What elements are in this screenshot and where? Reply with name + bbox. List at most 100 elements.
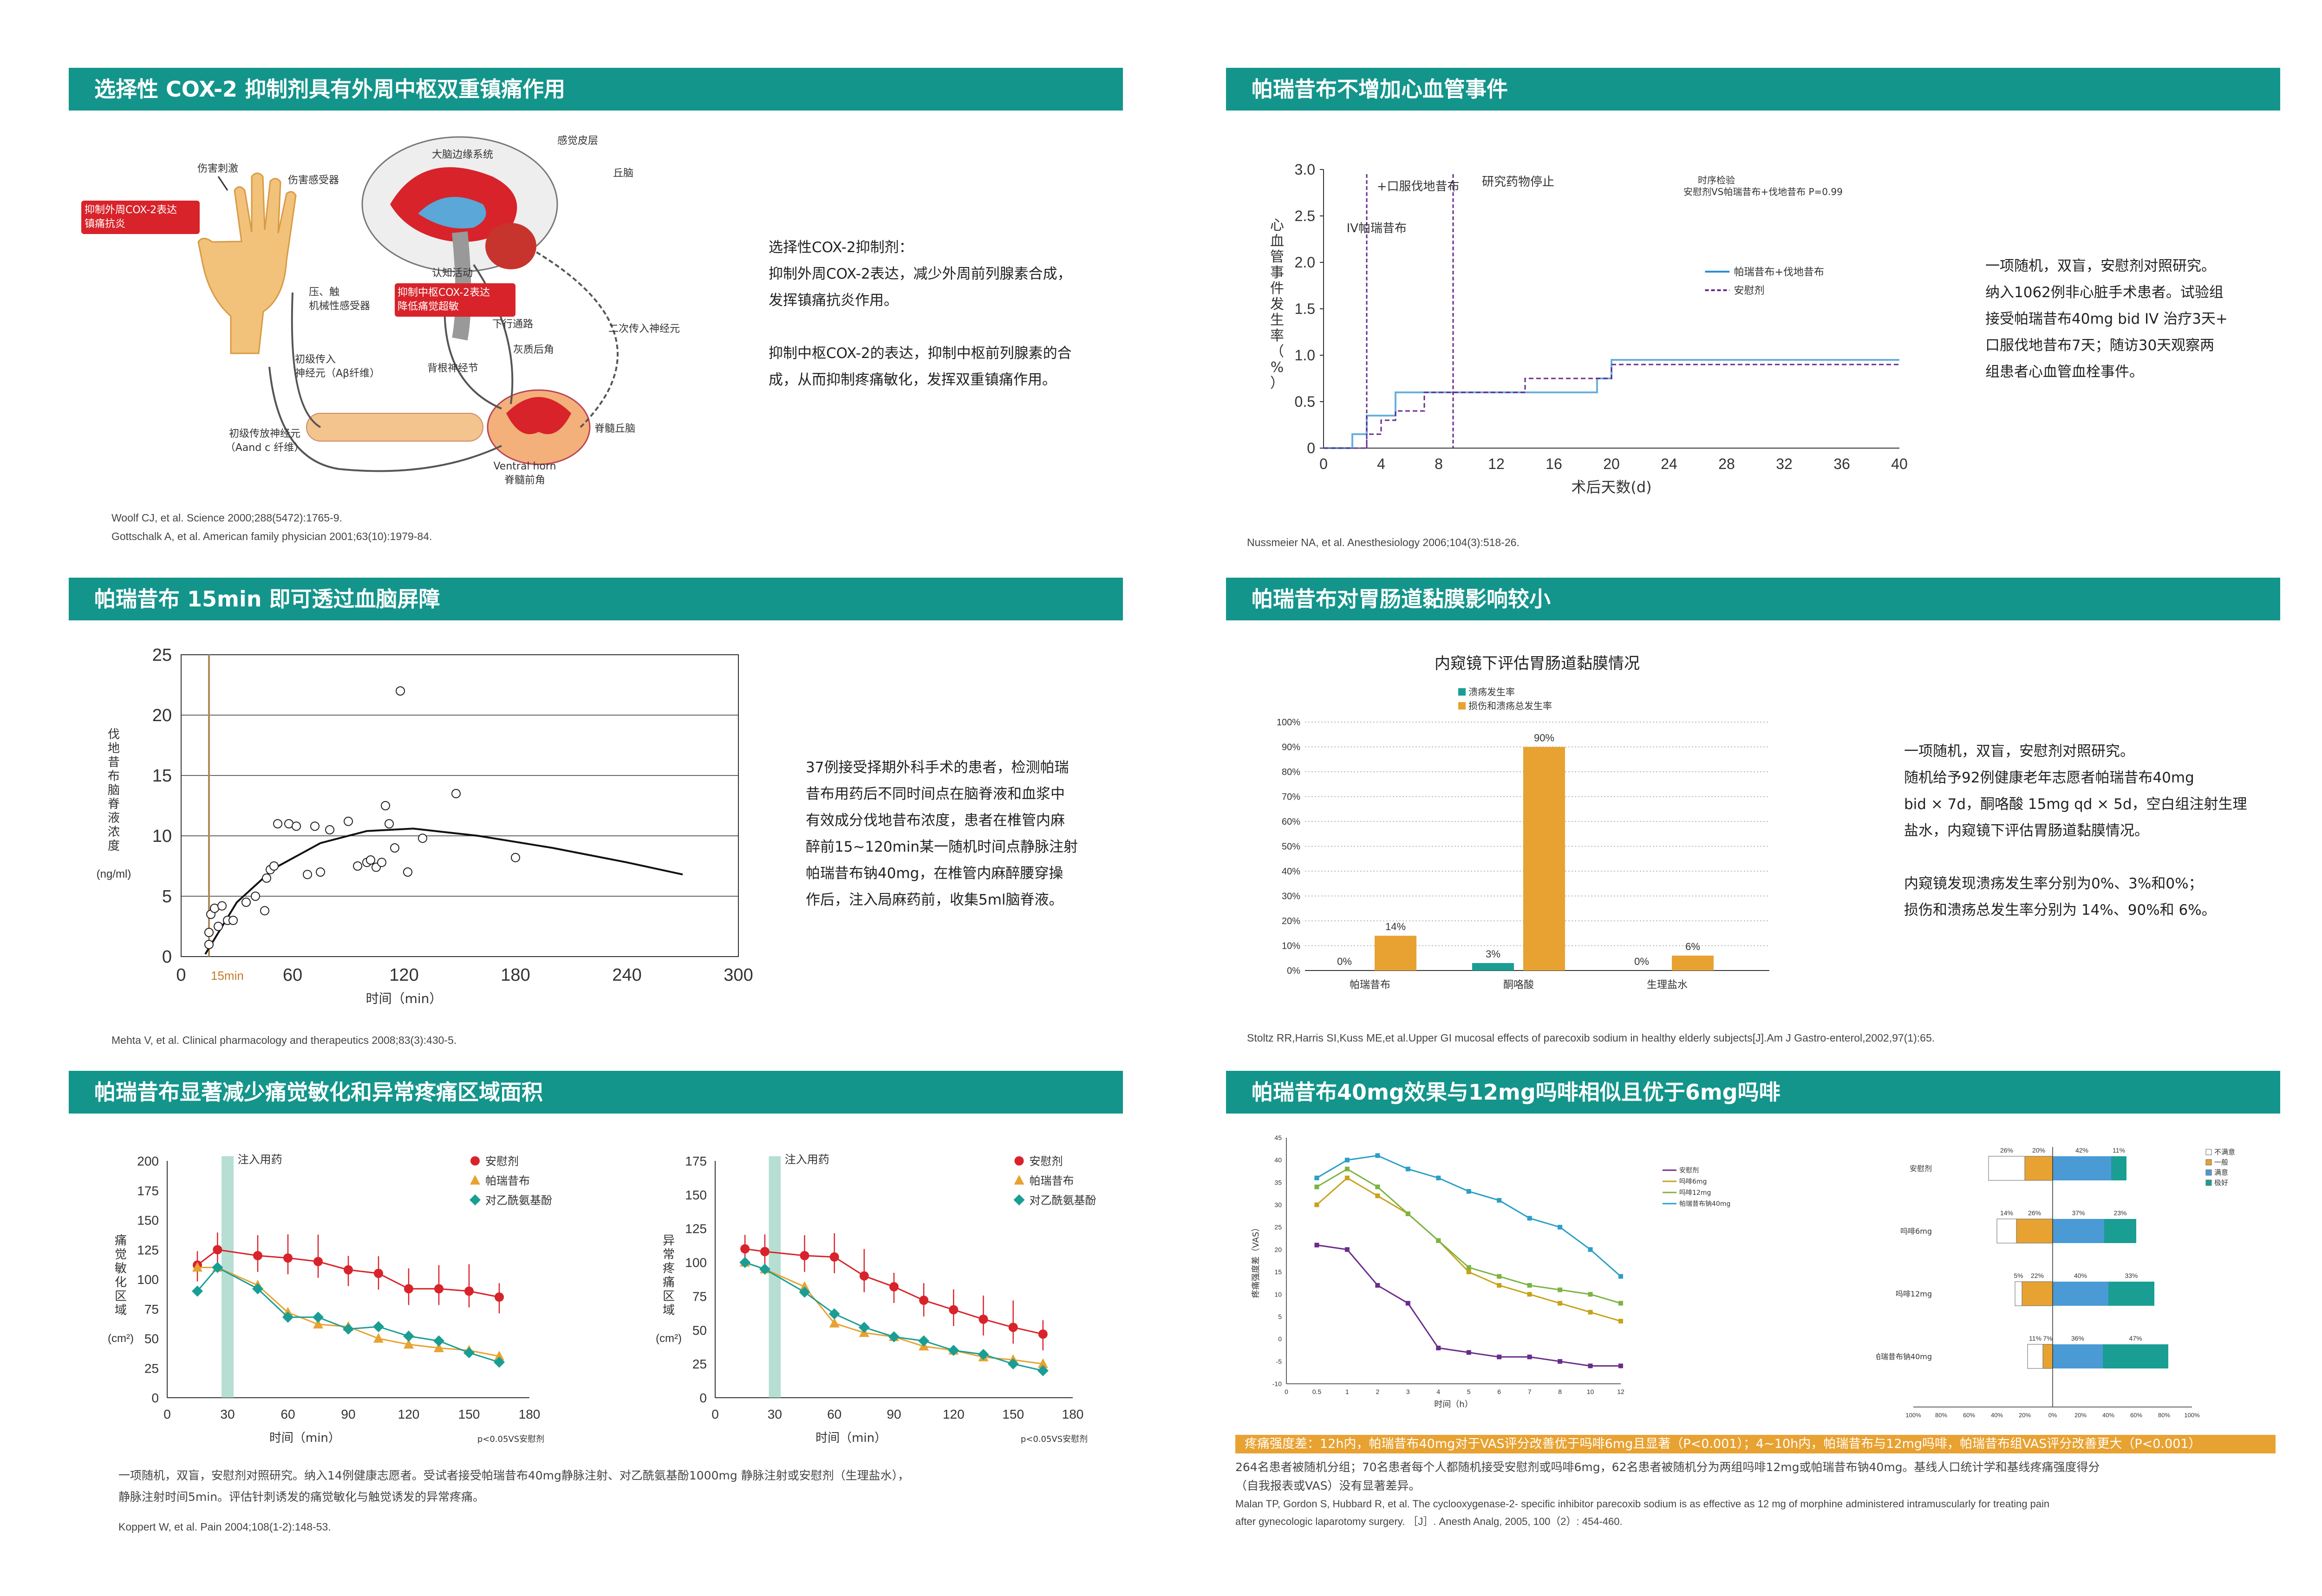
data-label: 5% bbox=[2014, 1272, 2023, 1279]
y-axis-label-char: 痛 bbox=[663, 1276, 675, 1290]
data-label: 11% bbox=[2029, 1335, 2042, 1342]
y-axis-label-char: 地 bbox=[108, 742, 120, 756]
y-axis-label-char: 区 bbox=[115, 1290, 127, 1303]
series-line bbox=[1316, 1154, 1621, 1277]
data-label: 6% bbox=[1685, 941, 1700, 952]
data-point bbox=[316, 867, 325, 877]
x-tick-label: 90 bbox=[341, 1407, 355, 1421]
section-text: 264名患者被随机分组；70名患者每个人都随机接受安慰剂或吗啡6mg，62名患者… bbox=[1235, 1460, 2100, 1492]
peripheral-action-box bbox=[81, 201, 200, 234]
y-tick-label: 0 bbox=[1278, 1335, 1282, 1343]
bar-segment bbox=[2103, 1344, 2168, 1368]
data-point bbox=[859, 1271, 869, 1281]
y-axis-label-char: 件 bbox=[1270, 280, 1284, 297]
y-tick-label: 15 bbox=[1274, 1268, 1282, 1276]
x-tick-label: 40% bbox=[2102, 1412, 2114, 1419]
y-axis-label-char: 域 bbox=[663, 1303, 675, 1317]
data-point bbox=[260, 906, 269, 916]
bar-segment bbox=[2053, 1219, 2104, 1243]
y-tick-label: 20 bbox=[1274, 1246, 1282, 1253]
data-point bbox=[313, 1318, 323, 1329]
x-tick-label: 120 bbox=[389, 965, 418, 985]
data-point bbox=[1375, 1153, 1380, 1158]
data-point bbox=[212, 1262, 223, 1273]
y-axis-label-char: % bbox=[1271, 359, 1284, 376]
legend-label: 安慰剂 bbox=[485, 1155, 519, 1168]
y-tick-label: 25 bbox=[152, 645, 172, 665]
y-tick-label: 35 bbox=[1274, 1179, 1282, 1186]
data-label: 14% bbox=[1385, 921, 1406, 932]
y-axis-label-char: 度 bbox=[108, 839, 120, 853]
section-text: 选择性COX-2抑制剂： 抑制外周COX-2表达，减少外周前列腺素合成， 发挥镇… bbox=[769, 239, 1072, 388]
data-point bbox=[374, 1269, 383, 1278]
y-tick-label: 30 bbox=[1274, 1201, 1282, 1209]
label-descending: 下行通路 bbox=[492, 319, 533, 330]
pain-pathway-diagram: 伤害刺激 伤害感受器 大脑边缘系统 感觉皮层 丘脑 认知活动 下行通路 二次传入… bbox=[81, 135, 680, 486]
x-tick-label: 240 bbox=[612, 965, 641, 985]
data-point bbox=[313, 1257, 323, 1266]
label-nociceptor: 伤害感受器 bbox=[288, 175, 339, 186]
x-tick-label: 24 bbox=[1661, 456, 1677, 472]
legend-marker bbox=[470, 1175, 480, 1185]
significance-note: p<0.05VS安慰剂 bbox=[1021, 1434, 1088, 1444]
y-tick-label: 75 bbox=[144, 1302, 159, 1316]
legend-marker bbox=[470, 1194, 481, 1205]
y-tick-label: 10 bbox=[152, 827, 172, 846]
data-point bbox=[373, 1321, 384, 1332]
legend-label: 对乙酰氨基酚 bbox=[485, 1194, 552, 1207]
label-drg: 背根神经节 bbox=[427, 363, 478, 374]
y-tick-label: 150 bbox=[685, 1188, 707, 1202]
section-header: 帕瑞昔布显著减少痛觉敏化和异常疼痛区域面积 bbox=[69, 1071, 1123, 1114]
x-tick-label: 150 bbox=[1002, 1407, 1024, 1421]
data-label: 14% bbox=[2000, 1209, 2013, 1217]
y-axis-label-char: 浓 bbox=[108, 825, 120, 839]
reference: Nussmeier NA, et al. Anesthesiology 2006… bbox=[1247, 536, 1520, 548]
label-pressure: 压、触 机械性感受器 bbox=[309, 287, 371, 312]
legend-swatch bbox=[2205, 1179, 2212, 1186]
bar-segment bbox=[2108, 1282, 2154, 1306]
y-tick-label: 200 bbox=[137, 1154, 159, 1168]
data-point bbox=[1314, 1185, 1319, 1189]
y-axis-label-char: 常 bbox=[663, 1248, 675, 1262]
section-text: 一项随机，双盲，安慰剂对照研究。 纳入1062例非心脏手术患者。试验组 接受帕瑞… bbox=[1985, 258, 2228, 380]
data-label: 0% bbox=[1634, 956, 1649, 967]
y-tick-label: 1.5 bbox=[1295, 300, 1315, 317]
data-point bbox=[1558, 1287, 1563, 1292]
data-point bbox=[1007, 1358, 1019, 1370]
y-tick-label: 125 bbox=[137, 1243, 159, 1257]
data-point bbox=[760, 1247, 770, 1257]
category-label: 安慰剂 bbox=[1910, 1164, 1932, 1173]
y-tick-label: 0% bbox=[1287, 966, 1300, 976]
data-point bbox=[1588, 1247, 1593, 1252]
category-label: 帕瑞昔布钠40mg bbox=[1876, 1352, 1932, 1361]
y-axis-label-char: 生 bbox=[1270, 312, 1284, 328]
x-tick-label: 40% bbox=[1991, 1412, 2003, 1419]
y-axis-label-char: 脊 bbox=[108, 797, 120, 811]
bar-segment bbox=[2053, 1344, 2103, 1368]
section-text: 一项随机，双盲，安慰剂对照研究。 随机给予92例健康老年志愿者帕瑞昔布40mg … bbox=[1904, 743, 2247, 919]
y-tick-label: 45 bbox=[1274, 1134, 1282, 1141]
x-axis-label: 时间（h） bbox=[1434, 1400, 1473, 1409]
central-action-box bbox=[395, 283, 515, 317]
data-point bbox=[1375, 1283, 1380, 1288]
x-axis-label: 时间（min） bbox=[269, 1431, 340, 1445]
y-axis-label-char: 痛 bbox=[115, 1234, 127, 1248]
data-point bbox=[949, 1305, 959, 1315]
y-axis-label-char: 化 bbox=[115, 1276, 127, 1290]
y-axis-label-char: 区 bbox=[663, 1290, 675, 1303]
label-thalamus: 丘脑 bbox=[613, 168, 633, 179]
bar-segment bbox=[2016, 1218, 2053, 1244]
data-point bbox=[381, 801, 390, 810]
x-tick-label: 80% bbox=[2158, 1412, 2170, 1419]
reference: Mehta V, et al. Clinical pharmacology an… bbox=[111, 1034, 457, 1046]
annotation-infusion: 注入用药 bbox=[238, 1153, 282, 1166]
label-injury: 伤害刺激 bbox=[197, 163, 238, 175]
infusion-band bbox=[222, 1156, 234, 1398]
data-point bbox=[377, 858, 386, 867]
legend-label: 极好 bbox=[2214, 1179, 2228, 1187]
chart-title: 内窥镜下评估胃肠道黏膜情况 bbox=[1435, 654, 1640, 673]
x-tick-label: 0.5 bbox=[1312, 1388, 1322, 1395]
y-tick-label: 25 bbox=[692, 1357, 707, 1371]
legend-label: 帕瑞昔布 bbox=[1030, 1174, 1074, 1187]
legend-label: 安慰剂 bbox=[1679, 1166, 1699, 1174]
